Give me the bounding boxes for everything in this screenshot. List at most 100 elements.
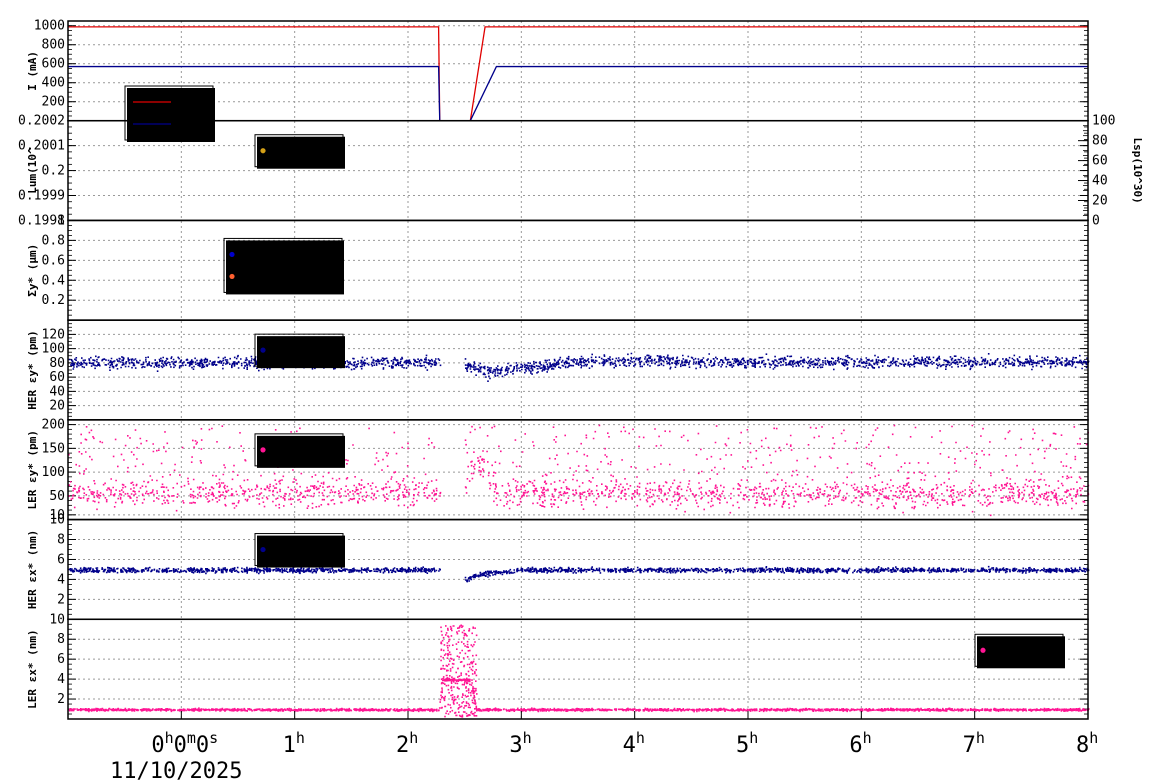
y-tick-label: 6 — [57, 552, 65, 567]
legend-value: 35.3 — [299, 441, 338, 460]
legend-shadow — [257, 535, 345, 568]
y2-tick-label: 20 — [1092, 193, 1108, 208]
y2-tick-label: 40 — [1092, 174, 1108, 189]
panel-frame — [67, 319, 1089, 421]
legend-value: 2.92 — [298, 245, 337, 264]
panel-sigma_y: 0.2 0.4 0.6 0.8 1 Σy* (μm) — [26, 213, 1089, 321]
legend-box — [254, 134, 344, 168]
legend-shadow — [127, 88, 215, 142]
legend-label: Lum — [256, 267, 285, 286]
y-tick-label: 100 — [42, 342, 65, 357]
legend-shadow — [257, 336, 345, 369]
y-tick-label: 10 — [49, 508, 65, 523]
y-tick-label: 1 — [57, 213, 65, 228]
y-tick-label: 2 — [57, 692, 65, 707]
x-tick-label: 1h — [283, 729, 305, 758]
legend-dot-swatch — [229, 273, 235, 280]
legend-value: --- — [308, 267, 337, 286]
legend-shadow — [977, 636, 1065, 669]
y-tick-label: 10 — [49, 513, 65, 528]
legend-shadow — [226, 240, 344, 295]
legend-dot-swatch — [260, 148, 266, 154]
legend-box — [974, 633, 1064, 667]
legend-dot-swatch — [229, 251, 235, 258]
legend-dot-swatch — [260, 347, 266, 353]
legend-shadow — [257, 136, 345, 169]
x-tick-label: 4h — [623, 729, 645, 758]
legend-box — [254, 533, 344, 567]
y-tick-label: 8 — [57, 632, 65, 647]
panel-frame — [67, 20, 1089, 122]
scatter-points — [68, 424, 1090, 517]
legend-value: 84.0 — [299, 341, 338, 360]
y-tick-label: 60 — [49, 370, 65, 385]
legend-label: LER — [176, 93, 205, 112]
legend-dot-swatch — [260, 546, 266, 553]
y-tick-label: 40 — [49, 384, 65, 399]
y-tick-label: 10 — [49, 612, 65, 627]
y-tick-label: 2 — [57, 592, 65, 607]
y-axis-label: I (mA) — [26, 51, 39, 91]
y-tick-label: 80 — [49, 356, 65, 371]
panel-data — [68, 624, 1090, 718]
legend-box — [223, 237, 343, 293]
legend-label: XRM — [256, 245, 285, 264]
y2-tick-label: 100 — [1092, 114, 1115, 129]
legend-dot-swatch — [980, 647, 986, 653]
y-tick-label: 200 — [42, 95, 65, 110]
scatter-points — [68, 624, 1090, 718]
legend-value: 5.01 — [299, 541, 338, 560]
y-tick-label: 1000 — [34, 19, 65, 34]
y-tick-label: 600 — [42, 57, 65, 72]
y-axis-label: HER εx* (nm) — [26, 530, 39, 609]
y-tick-label: 200 — [42, 418, 65, 433]
panel-frame — [67, 618, 1089, 720]
legend-box — [124, 85, 214, 141]
y-tick-label: 0.2001 — [18, 139, 65, 154]
y-tick-label: 150 — [42, 441, 65, 456]
y-tick-label: 0.8 — [42, 233, 65, 248]
legend: 5.01 — [254, 533, 345, 568]
legend: 35.3 — [254, 433, 345, 468]
y-tick-label: 4 — [57, 672, 65, 687]
y-tick-label: 0.1999 — [18, 189, 65, 204]
x-tick-label: 6h — [849, 729, 871, 758]
x-tick-label: 5h — [736, 729, 758, 758]
x-tick-label: 7h — [963, 729, 985, 758]
y-tick-label: 120 — [42, 327, 65, 342]
x-tick-label: 3h — [509, 729, 531, 758]
scatter-points — [68, 565, 1090, 583]
y-tick-label: 0.4 — [42, 273, 66, 288]
legend-value: 1.05 — [1019, 641, 1058, 660]
y-tick-label: 0.1998 — [18, 213, 65, 228]
series-line — [68, 65, 1088, 122]
panel-frame — [67, 419, 1089, 521]
y-tick-label: 100 — [42, 465, 65, 480]
legend-box — [254, 433, 344, 467]
time-axis: 11/10/2025 0h0m0s 1h 2h 3h 4h 5h 6h 7h 8h — [110, 711, 1098, 782]
legend: .0 — [254, 134, 345, 169]
legend-label: HER — [176, 115, 205, 134]
legend-box — [254, 333, 344, 367]
y-tick-label: 4 — [57, 572, 65, 587]
y-tick-label: 800 — [42, 38, 65, 53]
y2-axis-label: Lsp(10^30) — [1131, 137, 1144, 203]
legend: XRM 2.92 Lum --- — [223, 237, 344, 295]
y2-tick-label: 80 — [1092, 134, 1108, 149]
y-axis-label: LER εx* (nm) — [26, 629, 39, 708]
legend: LER HER — [124, 85, 215, 142]
legend: 84.0 — [254, 333, 345, 369]
date-label: 11/10/2025 — [110, 759, 242, 782]
y-tick-label: 400 — [42, 76, 65, 91]
x-tick-label: 2h — [396, 729, 418, 758]
legend-shadow — [257, 435, 345, 468]
chart-panels: 200 400 600 800 1000 I (mA) LER HER 0.1998 0.1999… — [18, 19, 1144, 720]
y-tick-label: 0.2 — [42, 293, 65, 308]
y-tick-label: 6 — [57, 652, 65, 667]
y-axis-label: Lum(10^ — [26, 147, 39, 194]
y-tick-label: 0.2002 — [18, 114, 65, 129]
legend: 1.05 — [974, 633, 1065, 669]
